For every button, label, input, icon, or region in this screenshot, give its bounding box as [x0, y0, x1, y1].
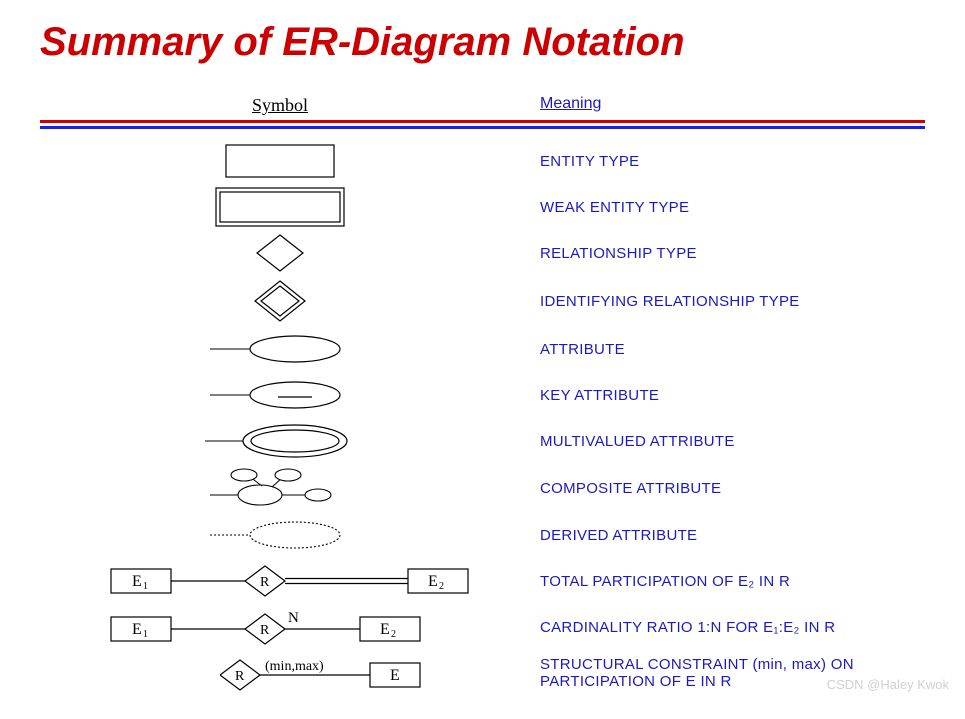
row-id-relationship: IDENTIFYING RELATIONSHIP TYPE: [40, 279, 925, 323]
total-participation-icon: E 1 R E 2: [110, 563, 470, 599]
e1-label: E: [132, 573, 142, 590]
row-relationship: RELATIONSHIP TYPE: [40, 233, 925, 273]
n-label: N: [288, 610, 299, 626]
e2-sub-2: 2: [391, 629, 396, 640]
e2-label-2: E: [380, 621, 390, 638]
r-label-3: R: [235, 669, 245, 684]
key-attribute-icon: [210, 380, 350, 410]
entity-icon: [225, 144, 335, 178]
meaning-derived: DERIVED ATTRIBUTE: [520, 527, 925, 544]
minmax-label: (min,max): [265, 659, 324, 674]
meaning-composite: COMPOSITE ATTRIBUTE: [520, 480, 925, 497]
meaning-relationship: RELATIONSHIP TYPE: [520, 245, 925, 262]
e1-sub: 1: [143, 581, 148, 592]
row-composite: COMPOSITE ATTRIBUTE: [40, 467, 925, 509]
meaning-id-relationship: IDENTIFYING RELATIONSHIP TYPE: [520, 293, 925, 310]
row-total-participation: E 1 R E 2 TOTAL PARTICIPATION OF E₂ IN R: [40, 561, 925, 601]
table-header: Symbol Meaning: [40, 95, 925, 116]
page-title: Summary of ER-Diagram Notation: [40, 20, 925, 65]
r-label-2: R: [260, 623, 270, 638]
divider-red: [40, 120, 925, 123]
cardinality-icon: E 1 R N E 2: [110, 607, 470, 647]
e-label: E: [390, 667, 400, 684]
meaning-attribute: ATTRIBUTE: [520, 341, 925, 358]
weak-entity-icon: [215, 187, 345, 227]
watermark: CSDN @Haley Kwok: [827, 677, 949, 692]
r-label-1: R: [260, 575, 270, 590]
e1-label-2: E: [132, 621, 142, 638]
e2-label: E: [428, 573, 438, 590]
composite-icon: [210, 467, 350, 509]
meaning-multivalued: MULTIVALUED ATTRIBUTE: [520, 433, 925, 450]
header-symbol: Symbol: [40, 95, 520, 116]
e1-sub-2: 1: [143, 629, 148, 640]
structural-icon: R (min,max) E: [220, 653, 480, 693]
attribute-icon: [210, 334, 350, 364]
row-derived: DERIVED ATTRIBUTE: [40, 515, 925, 555]
row-entity: ENTITY TYPE: [40, 141, 925, 181]
row-multivalued: MULTIVALUED ATTRIBUTE: [40, 421, 925, 461]
meaning-key-attribute: KEY ATTRIBUTE: [520, 387, 925, 404]
meaning-weak-entity: WEAK ENTITY TYPE: [520, 199, 925, 216]
row-structural: R (min,max) E STRUCTURAL CONSTRAINT (min…: [40, 653, 925, 693]
id-relationship-icon: [253, 279, 307, 323]
row-attribute: ATTRIBUTE: [40, 329, 925, 369]
row-cardinality: E 1 R N E 2 CARDINALITY RATIO 1:N FOR E₁…: [40, 607, 925, 647]
multivalued-icon: [205, 423, 355, 459]
e2-sub: 2: [439, 581, 444, 592]
meaning-total-participation: TOTAL PARTICIPATION OF E₂ IN R: [520, 573, 925, 590]
meaning-entity: ENTITY TYPE: [520, 153, 925, 170]
meaning-cardinality: CARDINALITY RATIO 1:N FOR E₁:E₂ IN R: [520, 619, 925, 636]
row-key-attribute: KEY ATTRIBUTE: [40, 375, 925, 415]
relationship-icon: [255, 233, 305, 273]
derived-icon: [210, 520, 350, 550]
row-weak-entity: WEAK ENTITY TYPE: [40, 187, 925, 227]
divider-blue: [40, 126, 925, 129]
header-meaning: Meaning: [520, 95, 925, 116]
